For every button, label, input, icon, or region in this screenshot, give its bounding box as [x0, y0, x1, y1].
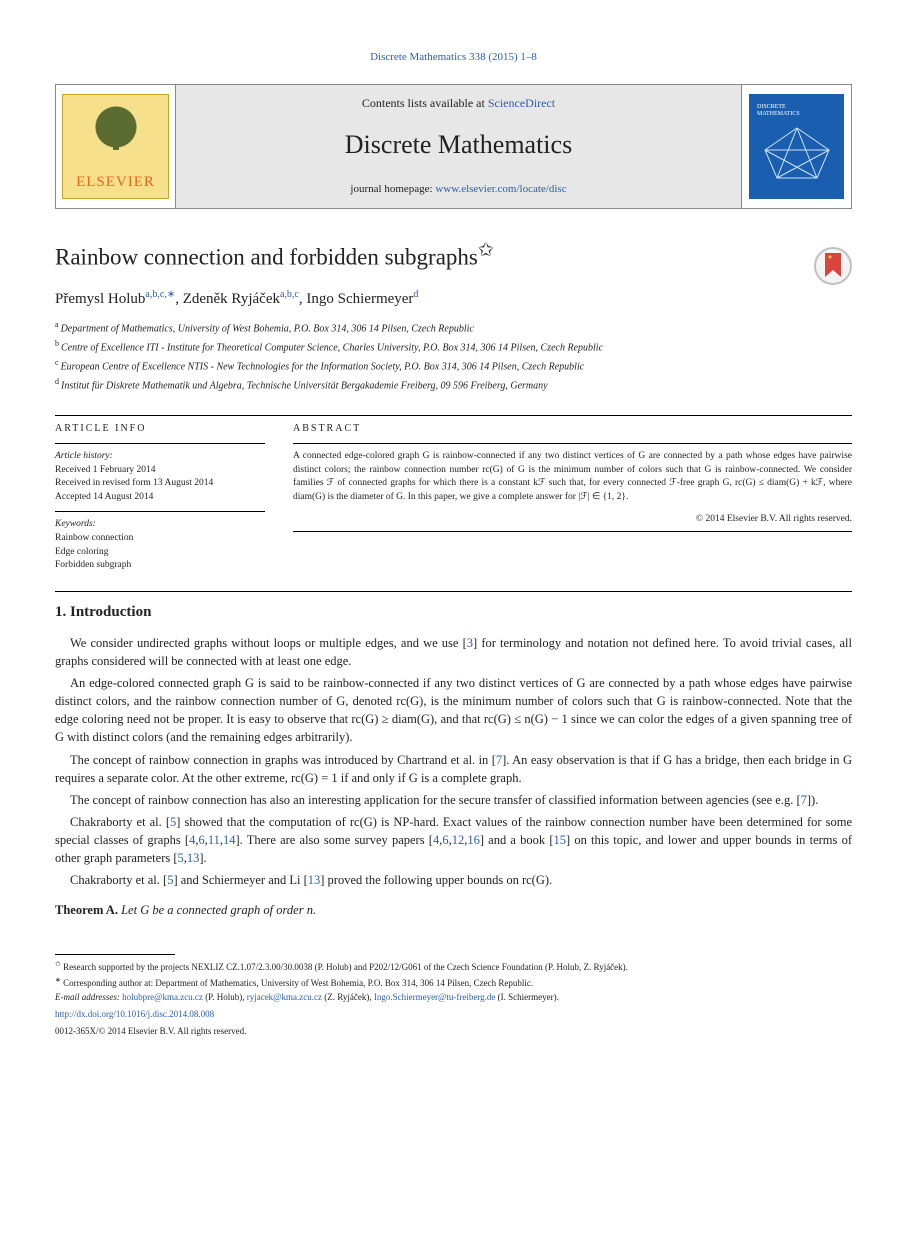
email-3[interactable]: Ingo.Schiermeyer@tu-freiberg.de: [374, 992, 496, 1002]
article-info-header: ARTICLE INFO: [55, 422, 265, 437]
body-text: We consider undirected graphs without lo…: [55, 634, 852, 890]
author-2: Zdeněk Ryjáček: [183, 291, 280, 307]
cite-13b[interactable]: 13: [308, 873, 321, 887]
cite-5b[interactable]: 5: [178, 851, 184, 865]
section-heading: 1. Introduction: [55, 602, 852, 624]
elsevier-tree-icon: [86, 105, 146, 160]
cite-16[interactable]: 16: [467, 833, 480, 847]
article-info: ARTICLE INFO Article history: Received 1…: [55, 422, 265, 573]
history-hdr: Article history:: [55, 451, 113, 461]
email-2[interactable]: ryjacek@kma.zcu.cz: [247, 992, 322, 1002]
cite-6[interactable]: 6: [198, 833, 204, 847]
cite-15[interactable]: 15: [554, 833, 567, 847]
corr-footnote: ∗ Corresponding author at: Department of…: [55, 975, 852, 990]
author-list: Přemysl Holuba,b,c,∗, Zdeněk Ryjáčeka,b,…: [55, 288, 814, 311]
theorem-body: Let G be a connected graph of order n.: [118, 903, 316, 917]
keywords-hdr: Keywords:: [55, 518, 265, 532]
aff-link-d[interactable]: d: [413, 289, 418, 300]
paper-title: Rainbow connection and forbidden subgrap…: [55, 239, 814, 272]
paragraph: An edge-colored connected graph G is sai…: [55, 674, 852, 747]
elsevier-logo: ELSEVIER: [62, 94, 169, 199]
abstract-body: A connected edge-colored graph G is rain…: [293, 450, 852, 505]
cite-13[interactable]: 13: [187, 851, 200, 865]
publisher-logo-cell: ELSEVIER: [56, 85, 176, 208]
sciencedirect-link[interactable]: ScienceDirect: [488, 96, 555, 110]
theorem-a: Theorem A. Let G be a connected graph of…: [55, 901, 852, 919]
cite-6b[interactable]: 6: [442, 833, 448, 847]
accepted-date: Accepted 14 August 2014: [55, 491, 265, 505]
homepage-link[interactable]: www.elsevier.com/locate/disc: [435, 183, 566, 195]
journal-header: ELSEVIER Contents lists available at Sci…: [55, 84, 852, 209]
keyword: Rainbow connection: [55, 532, 265, 546]
revised-date: Received in revised form 13 August 2014: [55, 477, 265, 491]
divider: [55, 415, 852, 416]
elsevier-name: ELSEVIER: [76, 172, 155, 198]
received-date: Received 1 February 2014: [55, 464, 265, 478]
author-1: Přemysl Holub: [55, 291, 145, 307]
theorem-head: Theorem A.: [55, 903, 118, 917]
paragraph: Chakraborty et al. [5] and Schiermeyer a…: [55, 871, 852, 889]
journal-name: Discrete Mathematics: [184, 126, 733, 164]
abstract-header: ABSTRACT: [293, 422, 852, 437]
abstract-copyright: © 2014 Elsevier B.V. All rights reserved…: [293, 513, 852, 527]
crossmark-badge[interactable]: [814, 247, 852, 285]
aff-link-abc-2[interactable]: a,b,c: [280, 289, 299, 300]
journal-citation-link[interactable]: Discrete Mathematics 338 (2015) 1–8: [370, 51, 537, 63]
cite-4[interactable]: 4: [189, 833, 195, 847]
cite-14[interactable]: 14: [223, 833, 236, 847]
cite-11[interactable]: 11: [208, 833, 220, 847]
paragraph: We consider undirected graphs without lo…: [55, 634, 852, 670]
issn-line: 0012-365X/© 2014 Elsevier B.V. All right…: [55, 1025, 852, 1038]
cite-12[interactable]: 12: [452, 833, 465, 847]
doi-line: http://dx.doi.org/10.1016/j.disc.2014.08…: [55, 1008, 852, 1021]
journal-title-cell: Contents lists available at ScienceDirec…: [176, 85, 741, 208]
paragraph: The concept of rainbow connection in gra…: [55, 751, 852, 787]
affiliations: aDepartment of Mathematics, University o…: [55, 319, 814, 393]
paragraph: The concept of rainbow connection has al…: [55, 791, 852, 809]
emails-footnote: E-mail addresses: holubpre@kma.zcu.cz (P…: [55, 991, 852, 1004]
footnotes: ✩ Research supported by the projects NEX…: [55, 948, 852, 1038]
journal-cover-cell: DISCRETEMATHEMATICS: [741, 85, 851, 208]
paragraph: Chakraborty et al. [5] showed that the c…: [55, 813, 852, 867]
aff-link-abc[interactable]: a,b,c: [145, 289, 164, 300]
cover-label: DISCRETEMATHEMATICS: [757, 104, 800, 117]
cite-4b[interactable]: 4: [433, 833, 439, 847]
contents-line: Contents lists available at ScienceDirec…: [184, 95, 733, 112]
abstract: ABSTRACT A connected edge-colored graph …: [293, 422, 852, 573]
funding-footnote: ✩ Research supported by the projects NEX…: [55, 959, 852, 974]
keyword: Edge coloring: [55, 546, 265, 560]
keyword: Forbidden subgraph: [55, 559, 265, 573]
homepage-line: journal homepage: www.elsevier.com/locat…: [184, 182, 733, 198]
divider: [55, 591, 852, 592]
doi-link[interactable]: http://dx.doi.org/10.1016/j.disc.2014.08…: [55, 1009, 214, 1019]
bookmark-icon: [822, 253, 844, 279]
journal-citation: Discrete Mathematics 338 (2015) 1–8: [55, 50, 852, 66]
email-1[interactable]: holubpre@kma.zcu.cz: [122, 992, 203, 1002]
info-row: ARTICLE INFO Article history: Received 1…: [55, 422, 852, 573]
journal-cover: DISCRETEMATHEMATICS: [749, 94, 844, 199]
cover-graph-icon: [761, 126, 833, 181]
author-3: Ingo Schiermeyer: [306, 291, 413, 307]
title-footnote-mark: ✩: [478, 240, 494, 261]
